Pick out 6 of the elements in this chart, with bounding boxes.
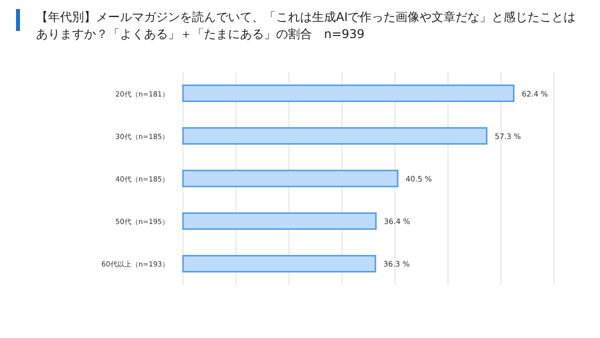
bar: [182, 212, 377, 230]
bar: [182, 170, 398, 188]
bar: [182, 254, 376, 272]
chart-title: 【年代別】メールマガジンを読んでいて、「これは生成AIで作った画像や文章だな」と感じたことはありますか？「よくある」＋「たまにある」の割合 n=939: [36, 10, 576, 41]
bar: [182, 127, 488, 145]
bar: [182, 84, 514, 102]
